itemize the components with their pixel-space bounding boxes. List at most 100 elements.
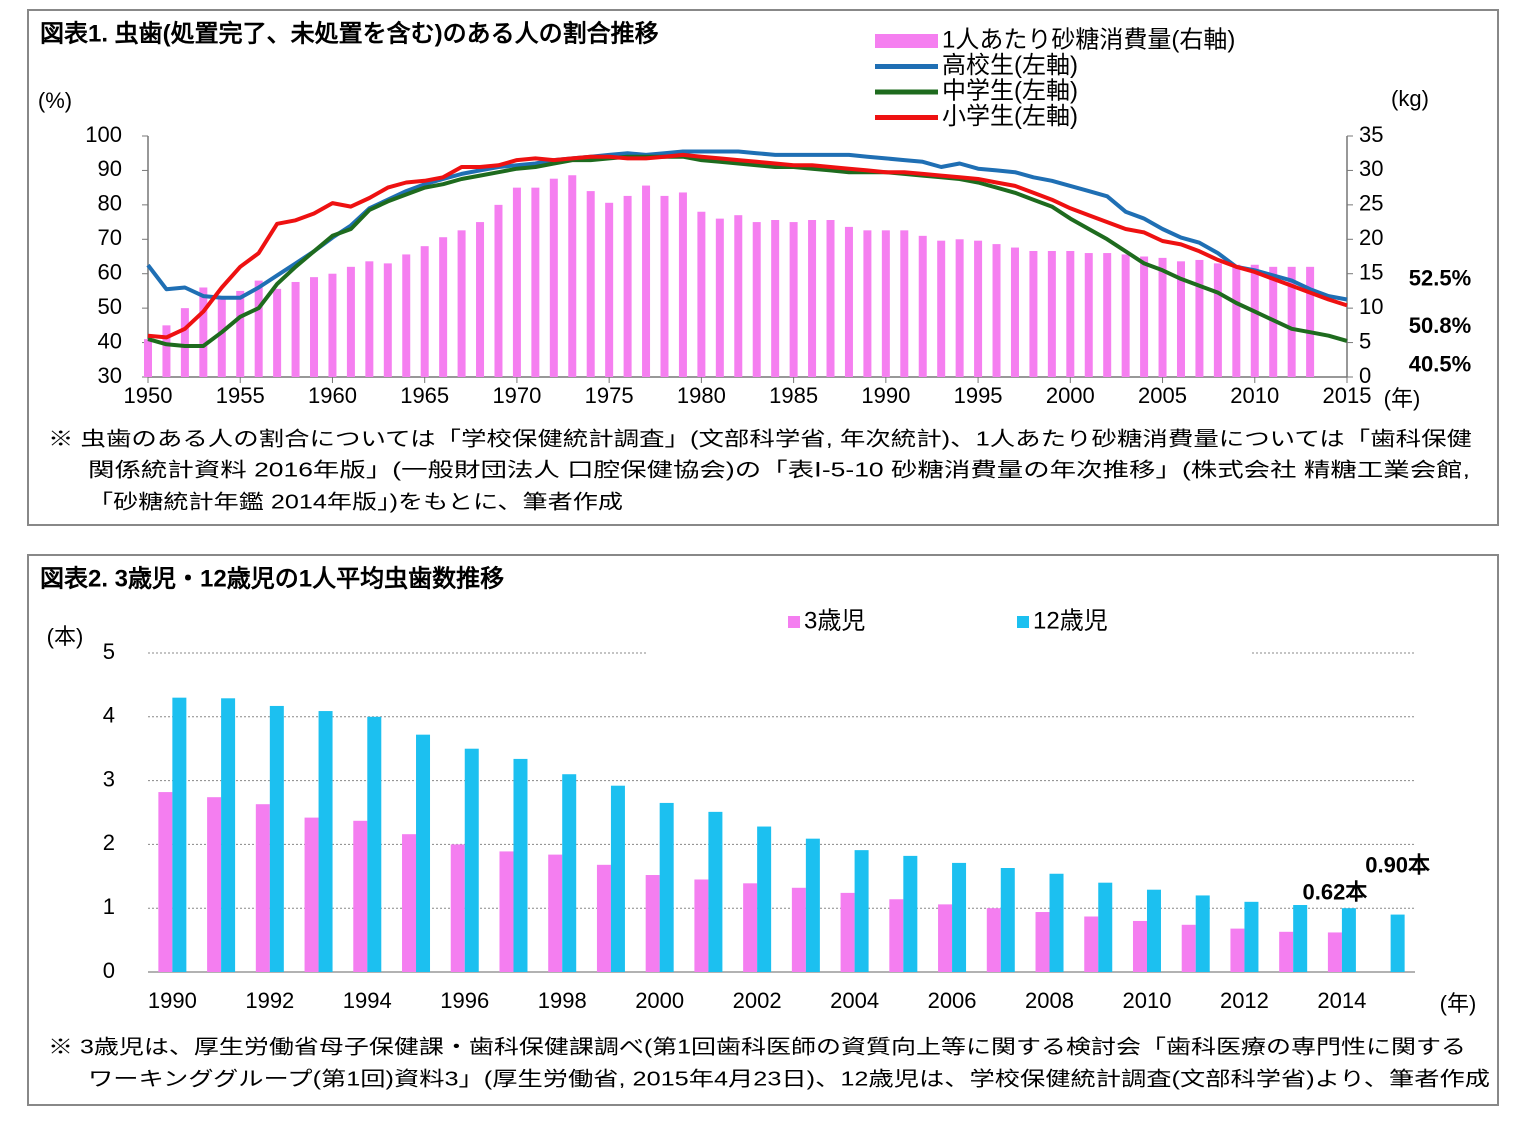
bar: [513, 758, 528, 972]
y-axis-label: (%): [38, 88, 72, 113]
legend-label: 12歳児: [1033, 607, 1108, 634]
bar: [1010, 247, 1019, 377]
bar: [416, 734, 431, 972]
bar: [367, 716, 382, 972]
x-tick-label: 1990: [861, 383, 910, 408]
bar: [1098, 882, 1113, 972]
bar: [986, 908, 1001, 972]
bar: [1250, 264, 1259, 377]
bar: [955, 239, 964, 377]
line-series: [146, 149, 1348, 302]
end-label: 50.8%: [1409, 313, 1471, 338]
line-series: [147, 154, 1348, 348]
end-label: 52.5%: [1409, 265, 1471, 290]
bar: [1158, 257, 1167, 377]
x-tick-label: 2000: [635, 988, 684, 1013]
x-tick-label: 1992: [245, 988, 294, 1013]
bar: [328, 273, 337, 377]
x-tick-label: 1955: [216, 383, 265, 408]
bar: [938, 904, 953, 972]
y-tick-label: 60: [98, 260, 122, 285]
y2-tick-label: 20: [1359, 225, 1383, 250]
bar: [310, 277, 319, 377]
bar: [291, 281, 300, 377]
bar: [1103, 253, 1112, 377]
legend-label: 中学生(左軸): [942, 77, 1078, 104]
bar: [273, 288, 282, 377]
bar: [144, 339, 152, 377]
bar: [549, 178, 558, 377]
bar: [254, 280, 263, 377]
bar: [900, 230, 909, 377]
bar: [402, 834, 417, 972]
bar: [1121, 254, 1130, 377]
bar: [1293, 905, 1308, 972]
bar: [353, 820, 368, 972]
bar: [199, 287, 208, 377]
bar: [1084, 253, 1093, 377]
bar: [623, 195, 632, 377]
bar: [586, 191, 595, 377]
bar: [743, 883, 758, 972]
legend-background: [648, 600, 1250, 660]
x-tick-label: 1994: [343, 988, 392, 1013]
y2-tick-label: 5: [1359, 328, 1371, 353]
y-tick-label: 30: [98, 363, 122, 388]
bar: [221, 698, 236, 972]
y-tick-label: 3: [103, 766, 115, 791]
end-label: 0.62本: [1302, 879, 1367, 904]
x-tick-label: 2002: [733, 988, 782, 1013]
bar: [605, 202, 614, 377]
bar: [1195, 895, 1210, 972]
bar: [1181, 924, 1196, 972]
bar: [610, 785, 625, 972]
bar: [715, 218, 724, 377]
bar: [236, 290, 245, 377]
bar: [180, 308, 189, 377]
x-tick-label: 1995: [954, 383, 1003, 408]
x-tick-label: 2005: [1138, 383, 1187, 408]
bar: [494, 204, 503, 377]
bar: [659, 802, 674, 972]
bar: [365, 261, 374, 377]
bar: [1047, 250, 1056, 377]
bar: [903, 855, 918, 972]
footnote: ※ 虫歯のある人の割合については「学校保健統計調査」(文部科学省, 年次統計)、…: [48, 427, 1472, 450]
y2-axis-label: (kg): [1391, 86, 1429, 111]
bar: [1230, 928, 1245, 972]
bar: [1176, 261, 1185, 377]
bar: [464, 748, 479, 972]
bar: [1341, 908, 1356, 972]
legend-label: 3歳児: [804, 607, 865, 634]
bar: [805, 838, 820, 972]
bar: [304, 817, 319, 972]
bar: [974, 240, 983, 377]
bar: [752, 222, 761, 377]
y-tick-label: 90: [98, 156, 122, 181]
bar: [476, 222, 485, 377]
bar: [757, 826, 772, 972]
bar: [854, 850, 869, 972]
bar: [402, 254, 411, 377]
x-axis-label: (年): [1440, 991, 1477, 1016]
bar: [318, 711, 333, 972]
bar: [844, 226, 853, 377]
bar: [889, 899, 904, 972]
y2-tick-label: 10: [1359, 294, 1383, 319]
bar: [1029, 250, 1038, 377]
x-tick-label: 1950: [124, 383, 173, 408]
bar: [1049, 873, 1064, 972]
x-axis-label: (年): [1384, 386, 1421, 411]
bar: [457, 230, 466, 377]
bar: [1035, 912, 1050, 972]
bar: [1327, 932, 1342, 972]
y-tick-label: 0: [103, 958, 115, 983]
y-tick-label: 50: [98, 294, 122, 319]
end-label: 0.90本: [1365, 852, 1430, 877]
bar: [439, 237, 448, 377]
y-tick-label: 100: [85, 122, 122, 147]
y-tick-label: 5: [103, 639, 115, 664]
bar: [937, 240, 946, 377]
legend-swatch: [788, 616, 800, 628]
